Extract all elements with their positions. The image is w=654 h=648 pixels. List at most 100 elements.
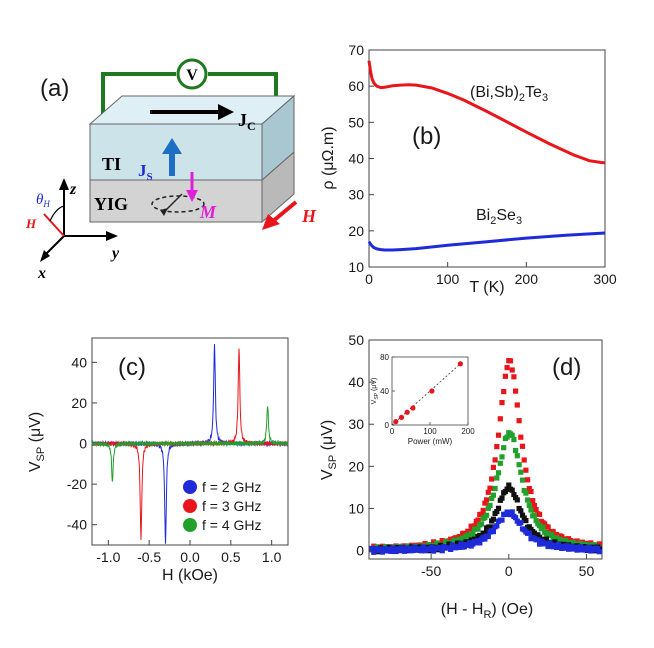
panel-c-legend: f = 2 GHz f = 3 GHz f = 4 GHz: [183, 479, 262, 533]
data-point-green: [434, 540, 440, 546]
data-point-green: [504, 434, 510, 440]
h-arrow-line: [270, 200, 298, 224]
x-tick-label: 1.0: [262, 549, 282, 565]
x-tick-label: 0: [365, 271, 373, 287]
data-point-blue: [437, 545, 444, 551]
data-point-red: [559, 534, 565, 540]
data-point-blue: [412, 544, 418, 550]
y-tick-label: 40: [348, 374, 364, 390]
data-point-green: [494, 475, 500, 481]
inset-y-tick-label: 0: [385, 421, 390, 430]
data-point-green: [513, 447, 519, 454]
data-point-black: [518, 508, 524, 514]
data-point-green: [531, 512, 537, 518]
z-axis-head: [59, 178, 69, 190]
x-tick-label: 0: [505, 563, 513, 579]
data-point-red: [531, 503, 537, 509]
theta-arc: [49, 205, 65, 222]
y-axis-head: [106, 231, 118, 241]
y-tick-label: -20: [67, 476, 87, 492]
x-tick-label: 0.0: [180, 549, 200, 565]
data-point-green: [511, 437, 517, 443]
data-point-blue: [507, 512, 514, 518]
y-label: y: [110, 245, 120, 262]
y-tick-label: 10: [348, 500, 364, 516]
inset-data-point: [404, 409, 410, 415]
data-point-black: [463, 539, 469, 545]
data-point-red: [492, 457, 498, 463]
panel-a-label: (a): [40, 75, 69, 102]
legend-marker: [183, 480, 197, 494]
data-point-blue: [388, 548, 394, 554]
series-line-(Bi,Sb)2Te3: [367, 60, 606, 165]
data-point-red: [494, 444, 500, 450]
data-point-blue: [595, 546, 601, 552]
h-label: H: [301, 206, 317, 226]
ti-label: TI: [102, 154, 121, 174]
data-point-blue: [439, 548, 445, 554]
data-point-black: [509, 487, 515, 493]
data-point-red: [502, 373, 508, 379]
data-point-red: [533, 507, 539, 513]
panel-d: -50 0 50 0 10 20 30 40 50 (d) 0 100 200 0 40 80 Power …: [319, 332, 603, 621]
data-point-green: [518, 469, 524, 475]
data-point-black: [499, 495, 505, 501]
data-point-blue: [578, 543, 584, 550]
data-point-black: [531, 530, 537, 536]
data-point-blue: [535, 537, 541, 543]
data-point-red: [521, 457, 527, 463]
panel-d-label: (d): [552, 354, 581, 381]
panel-c-ylabel: VSP (μV): [27, 412, 47, 472]
data-point-green: [490, 492, 496, 498]
data-point-green: [509, 432, 515, 438]
data-point-blue: [378, 546, 384, 552]
data-point-red: [482, 500, 488, 506]
data-point-blue: [477, 540, 483, 546]
data-point-red: [530, 498, 536, 504]
inset-y-tick-label: 40: [380, 387, 389, 396]
data-point-black: [543, 536, 549, 542]
data-point-black: [487, 524, 493, 530]
data-point-green: [514, 453, 520, 459]
data-point-red: [431, 539, 437, 545]
data-point-green: [516, 462, 522, 468]
data-point-green: [548, 531, 555, 537]
panel-c: -1.0 -0.5 0.0 0.5 1.0 -40 -20 0 20 40 (c) f = 2 G…: [27, 337, 289, 584]
data-point-red: [554, 531, 560, 538]
data-point-red: [537, 511, 543, 517]
x-tick-label: 200: [515, 271, 539, 287]
h-direction-line: [43, 213, 65, 237]
data-point-green: [484, 512, 490, 518]
y-tick-label: 30: [348, 416, 364, 432]
data-point-blue: [526, 530, 532, 536]
data-point-green: [497, 460, 503, 466]
panel-b-label: (b): [412, 123, 441, 150]
data-point-blue: [554, 544, 560, 550]
voltmeter-label: V: [186, 67, 198, 84]
y-tick-label: 70: [348, 42, 364, 58]
data-point-black: [519, 512, 526, 518]
data-point-green: [519, 477, 526, 483]
ti-side: [261, 94, 295, 182]
js-arrow-head: [162, 138, 182, 154]
data-point-green: [451, 537, 457, 543]
panel-c-label: (c): [118, 354, 146, 381]
data-point-green: [557, 536, 563, 542]
inset-data-point: [457, 361, 463, 367]
data-point-blue: [448, 546, 454, 552]
legend-label: f = 2 GHz: [202, 479, 262, 495]
data-point-blue: [431, 548, 437, 554]
inset-x-tick-label: 100: [423, 427, 437, 436]
data-point-green: [525, 497, 531, 503]
inset-xlabel: Power (mW): [408, 437, 453, 446]
data-point-blue: [499, 517, 505, 523]
data-point-black: [504, 486, 510, 492]
data-point-green: [540, 524, 546, 530]
legend-label: f = 3 GHz: [202, 498, 262, 514]
x-tick-label: 50: [579, 563, 595, 579]
data-point-red: [507, 358, 514, 364]
data-point-red: [485, 489, 491, 495]
x-tick-label: -0.5: [137, 549, 161, 565]
data-point-red: [511, 374, 517, 380]
x-tick-label: -50: [421, 563, 441, 579]
